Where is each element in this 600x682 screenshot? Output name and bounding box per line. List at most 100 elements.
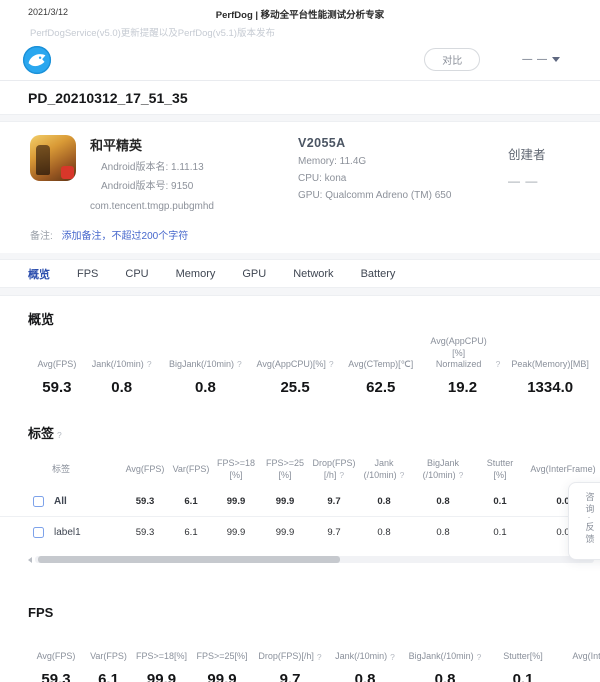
note-row: 备注: 添加备注，不超过200个字符	[0, 221, 600, 253]
stat-avg-appcpu: Avg(AppCPU)[%]? 25.5	[253, 348, 337, 396]
checkbox[interactable]	[33, 496, 44, 508]
stat-label: Jank(/10min)?	[91, 358, 152, 370]
tab-FPS[interactable]: FPS	[77, 267, 99, 280]
stat-label: Avg(FPS)	[37, 358, 77, 369]
stat-jank: Jank(/10min)? 0.8	[326, 640, 404, 682]
help-icon[interactable]: ?	[146, 359, 152, 370]
stat-label: Avg(AppCPU)[%]?	[256, 358, 334, 370]
stat-label: Avg(AppCPU)[%] Normalized?	[430, 336, 501, 370]
stat-value: 59.3	[42, 379, 72, 396]
stat-value: 19.2	[447, 379, 478, 396]
stat-avg-ctemp: Avg(CTemp)[℃] 62.5	[337, 348, 425, 396]
tab-CPU[interactable]: CPU	[125, 267, 149, 280]
tab-bar: 概览 FPS CPU Memory GPU Network Battery	[0, 260, 600, 288]
stat-value: 9.7	[279, 671, 301, 682]
stat-label: Var(FPS)	[90, 651, 127, 662]
table-cell: 0.1	[493, 526, 507, 538]
stat-label: BigJank(/10min)?	[408, 651, 482, 662]
stat-jank: Jank(/10min)? 0.8	[86, 348, 158, 396]
stat-avg-appcpu-normalized: Avg(AppCPU)[%] Normalized? 19.2	[425, 336, 501, 396]
help-icon[interactable]: ?	[237, 359, 242, 370]
labels-section-title: 标签?	[0, 423, 600, 442]
tab-概览[interactable]: 概览	[28, 268, 50, 281]
table-cell: 9.7	[327, 496, 341, 508]
stat-bigjank: BigJank(/10min)? 0.8	[158, 348, 254, 396]
stat-avg-interframe: Avg(InterFrame)	[560, 640, 600, 682]
scrollbar-left-arrow-icon[interactable]	[28, 556, 32, 563]
labels-title-text: 标签	[28, 426, 55, 441]
service-notice: PerfDogService(v5.0)更新提醒以及PerfDog(v5.1)版…	[30, 28, 275, 39]
help-icon[interactable]: ?	[390, 651, 395, 662]
horizontal-scrollbar	[28, 556, 594, 564]
help-icon[interactable]: ?	[328, 359, 334, 370]
device-meta: V2055A Memory: 11.4G CPU: kona GPU: Qual…	[298, 135, 508, 212]
stat-fps-ge-25: FPS>=25[%] 99.9	[190, 640, 254, 682]
column-header: Avg(InterFrame)	[530, 463, 596, 474]
table-cell: 0.8	[436, 496, 450, 508]
app-icon	[30, 135, 76, 181]
column-header: 标签	[52, 463, 71, 474]
column-header: Drop(FPS) [/h]?	[312, 458, 356, 480]
stat-value: 62.5	[366, 379, 396, 396]
divider	[0, 288, 600, 296]
stat-value: 0.8	[434, 671, 456, 682]
compare-button[interactable]: 对比	[424, 48, 481, 71]
table-cell: 0.8	[377, 496, 391, 508]
table-cell: 0.8	[377, 526, 391, 538]
help-icon[interactable]: ?	[399, 469, 405, 480]
table-row: label1 59.3 6.1 99.9 99.9 9.7 0.8 0.8 0.1 0.0	[0, 517, 600, 547]
help-icon[interactable]: ?	[339, 469, 345, 480]
stat-bigjank: BigJank(/10min)? 0.8	[404, 640, 486, 682]
creator-label: 创建者	[508, 148, 546, 162]
stat-label: Stutter[%]	[503, 651, 543, 662]
stat-label: Avg(FPS)	[36, 651, 76, 662]
table-cell: 0.0	[556, 496, 570, 508]
tab-Memory[interactable]: Memory	[175, 267, 216, 280]
labels-table-body: All 59.3 6.1 99.9 99.9 9.7 0.8 0.8 0.1 0.0 label1 5…	[0, 487, 600, 547]
help-icon[interactable]: ?	[495, 359, 501, 370]
row-label-cell: All	[28, 496, 120, 508]
table-cell: 59.3	[135, 496, 155, 508]
help-icon[interactable]: ?	[316, 651, 322, 662]
table-row: All 59.3 6.1 99.9 99.9 9.7 0.8 0.8 0.1 0.0	[0, 487, 600, 518]
labels-table: 标签 Avg(FPS) Var(FPS) FPS>=18 [%] FPS>=25 [%]…	[0, 452, 600, 547]
tab-GPU[interactable]: GPU	[242, 267, 267, 280]
help-icon[interactable]: ?	[458, 469, 464, 480]
help-icon[interactable]: ?	[57, 430, 62, 440]
labels-section: 标签? 标签 Avg(FPS) Var(FPS) FPS>=18 [%] FPS>=25…	[0, 423, 600, 564]
add-note-link[interactable]: 添加备注，不超过200个字符	[61, 231, 189, 242]
stat-value: 0.1	[512, 671, 534, 682]
stat-value: 0.8	[111, 379, 133, 396]
tab-Network[interactable]: Network	[293, 267, 334, 280]
report-title: PD_20210312_17_51_35	[0, 81, 600, 115]
checkbox[interactable]	[33, 526, 44, 538]
fps-stats: Avg(FPS) 59.3 Var(FPS) 6.1 FPS>=18[%] 99.9 FPS…	[0, 640, 600, 682]
overview-section: 概览 Avg(FPS) 59.3 Jank(/10min)? 0.8 BigJank(/…	[0, 309, 600, 396]
perfdog-logo-icon[interactable]	[22, 45, 52, 75]
stat-value: 59.3	[41, 671, 71, 682]
scrollbar-thumb[interactable]	[38, 556, 340, 564]
overview-stats: Avg(FPS) 59.3 Jank(/10min)? 0.8 BigJank(/10m…	[0, 336, 600, 396]
print-header: 2021/3/12 PerfDog | 移动全平台性能测试分析专家	[0, 0, 600, 21]
user-menu[interactable]: — —	[522, 54, 560, 65]
document-title: PerfDog | 移动全平台性能测试分析专家	[215, 10, 385, 21]
print-date: 2021/3/12	[28, 7, 69, 17]
stat-value: 0.8	[194, 379, 216, 396]
stat-value: 99.9	[207, 671, 237, 682]
stat-label: Drop(FPS)[/h]?	[258, 651, 322, 662]
device-memory: Memory: 11.4G	[298, 156, 367, 167]
help-icon[interactable]: ?	[476, 651, 482, 662]
column-header: Var(FPS)	[172, 463, 210, 474]
table-cell: 59.3	[135, 526, 155, 538]
stat-stutter: Stutter[%] 0.1	[486, 640, 560, 682]
feedback-widget[interactable]: 咨询·反馈	[568, 482, 600, 560]
stat-label: Avg(InterFrame)	[572, 651, 600, 662]
stat-drop-fps: Drop(FPS)[/h]? 9.7	[254, 640, 326, 682]
app-package: com.tencent.tmgp.pubgmhd	[90, 201, 214, 212]
divider	[0, 253, 600, 260]
tab-Battery[interactable]: Battery	[360, 267, 396, 280]
scrollbar-track[interactable]	[35, 556, 594, 564]
stat-value: 99.9	[146, 671, 177, 682]
fps-section-title: FPS	[28, 605, 54, 621]
